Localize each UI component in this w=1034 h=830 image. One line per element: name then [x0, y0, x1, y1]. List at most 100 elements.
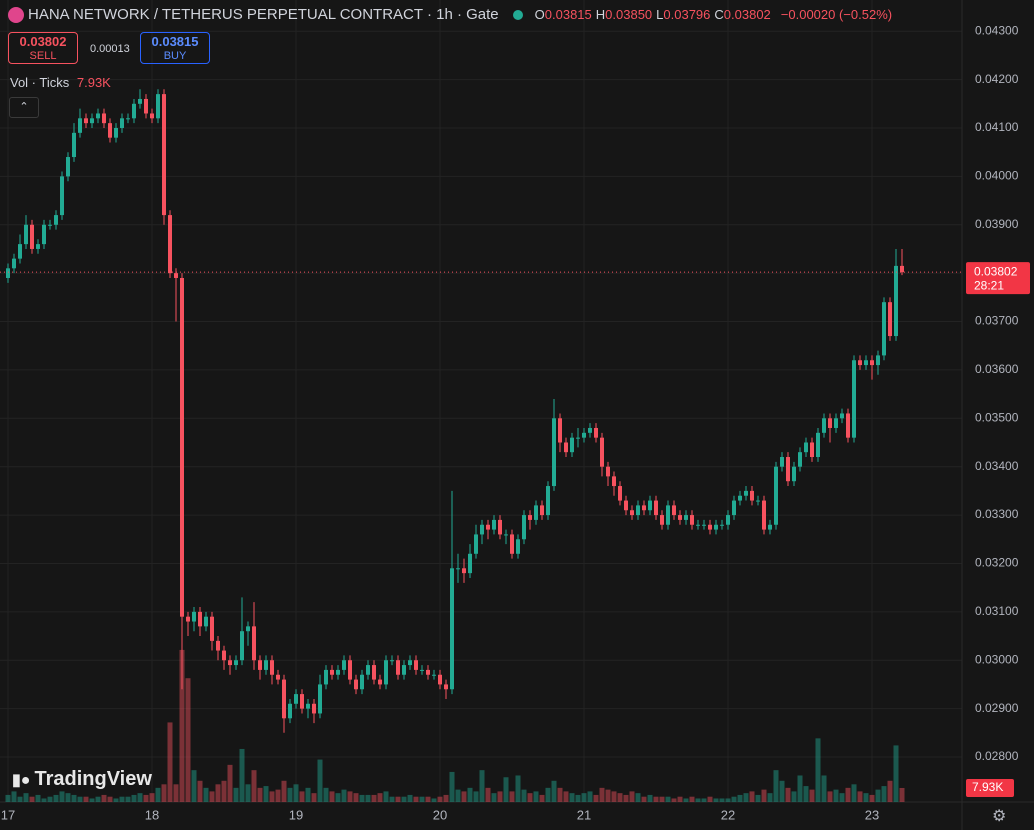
volume-bar [791, 791, 797, 802]
volume-bar [827, 791, 833, 802]
candle-body [486, 524, 490, 530]
volume-bar [293, 784, 299, 802]
volume-bar [875, 789, 881, 802]
volume-bar [485, 787, 491, 802]
sell-label: SELL [29, 50, 57, 62]
volume-bar [863, 793, 869, 802]
candle-body [816, 432, 820, 458]
candle-body [408, 660, 412, 666]
volume-bar [611, 791, 617, 802]
volume-bar [521, 789, 527, 802]
volume-bar [281, 780, 287, 802]
buy-button[interactable]: 0.03815 BUY [140, 32, 210, 64]
volume-bar [461, 791, 467, 802]
volume-bar [503, 777, 509, 802]
volume-bar [95, 796, 101, 802]
ohlc-fields: O0.03815 H0.03850 L0.03796 C0.03802 [531, 6, 771, 23]
candle-body [678, 515, 682, 520]
volume-bar [329, 791, 335, 802]
candle-body [588, 427, 592, 433]
candle-body [402, 665, 406, 675]
volume-bar [257, 787, 263, 802]
candle-body [12, 258, 16, 269]
volume-bar [851, 784, 857, 802]
candle-body [318, 684, 322, 714]
volume-bar [425, 796, 431, 802]
y-tick-label: 0.04000 [975, 169, 1019, 183]
candle-body [348, 660, 352, 680]
candle-body [474, 534, 478, 554]
volume-bar [275, 789, 281, 802]
candle-body [396, 660, 400, 675]
candle-body [324, 669, 328, 685]
candle-body [750, 490, 754, 501]
countdown: 28:21 [974, 278, 1004, 292]
candle-body [204, 616, 208, 627]
volume-bar [509, 791, 515, 802]
candle-body [666, 505, 670, 525]
field-value: 0.03815 [544, 7, 592, 22]
symbol-icon [8, 6, 24, 23]
candle-body [198, 611, 202, 627]
candle-body [636, 505, 640, 516]
volume-bar [821, 775, 827, 802]
sell-price: 0.03802 [19, 34, 67, 49]
volume-bar [197, 780, 203, 802]
volume-bar [629, 791, 635, 802]
candle-body [648, 500, 652, 511]
x-tick-label: 19 [289, 807, 303, 822]
candle-body [384, 660, 388, 685]
candle-body [126, 118, 130, 120]
candle-body [96, 113, 100, 119]
candle-body [708, 524, 712, 530]
volume-bar [737, 794, 743, 802]
volume-bar [731, 796, 737, 802]
collapse-button[interactable]: ⌃ [9, 97, 39, 118]
volume-bar [35, 794, 41, 802]
candle-body [60, 176, 64, 216]
candle-body [228, 660, 232, 666]
candle-body [702, 524, 706, 526]
candle-body [528, 515, 532, 520]
candle-body [504, 534, 508, 536]
volume-bar [767, 793, 773, 802]
candle-body [552, 418, 556, 487]
candle-body [42, 224, 46, 245]
volume-bar [131, 794, 137, 802]
settings-button[interactable]: ⚙ [992, 808, 1007, 825]
volume-bar [317, 759, 323, 802]
candle-body [654, 500, 658, 516]
volume-bar [377, 793, 383, 802]
candle-body [774, 466, 778, 525]
volume-bar [455, 789, 461, 802]
y-tick-label: 0.03600 [975, 362, 1019, 376]
volume-bar [359, 794, 365, 802]
sell-button[interactable]: 0.03802 SELL [8, 32, 78, 64]
candle-body [510, 534, 514, 554]
volume-bar [383, 791, 389, 802]
candle-body [78, 118, 82, 133]
candle-body [414, 660, 418, 670]
candle-body [180, 277, 184, 617]
candle-body [900, 265, 904, 273]
candle-body [72, 132, 76, 158]
volume-bar [137, 793, 143, 802]
candle-body [264, 660, 268, 670]
volume-bar [809, 789, 815, 802]
y-tick-label: 0.03000 [975, 652, 1019, 666]
y-tick-label: 0.04300 [975, 23, 1019, 37]
volume-bar [683, 798, 689, 802]
volume-bar [665, 796, 671, 802]
volume-bar [185, 678, 191, 802]
candle-body [540, 505, 544, 516]
candle-body [258, 660, 262, 670]
volume-bar [17, 796, 23, 802]
candle-body [546, 486, 550, 516]
candle-body [192, 611, 196, 622]
volume-bar [173, 784, 179, 802]
candle-body [630, 510, 634, 516]
candle-body [108, 123, 112, 138]
volume-bar [887, 780, 893, 802]
candle-body [684, 515, 688, 520]
watermark-text: TradingView [34, 768, 152, 790]
